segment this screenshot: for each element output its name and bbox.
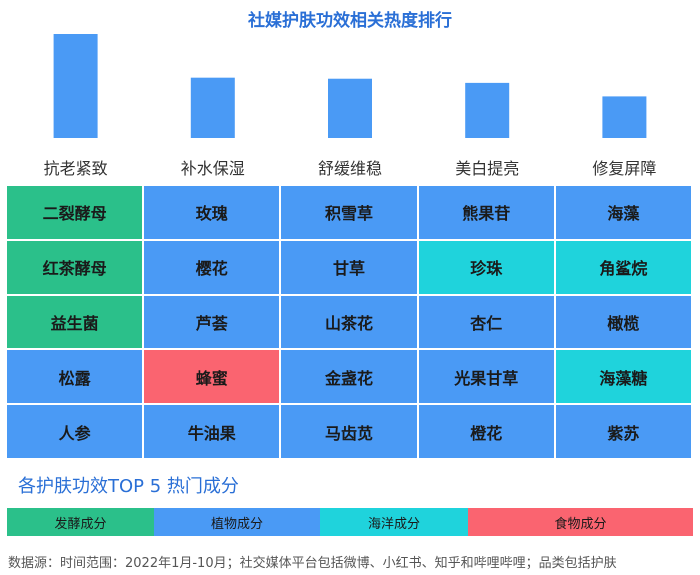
ingredient-cell: 人参 <box>7 405 145 460</box>
legend-item-plant: 植物成分 <box>154 508 320 536</box>
chart-title: 社媒护肤功效相关热度排行 <box>248 11 452 31</box>
category-labels: 抗老紧致 补水保湿 舒缓维稳 美白提亮 修复屏障 <box>7 155 693 179</box>
ingredient-cell: 牛油果 <box>144 405 282 460</box>
bar-舒缓维稳 <box>328 78 372 138</box>
ingredient-cell: 橄榄 <box>555 295 693 351</box>
category-label: 抗老紧致 <box>43 159 108 178</box>
bar-抗老紧致 <box>53 34 98 138</box>
ingredient-cell: 金盏花 <box>281 350 419 406</box>
bar-补水保湿 <box>190 77 235 138</box>
bar-美白提亮 <box>465 82 510 138</box>
ingredient-cell: 松露 <box>7 350 145 406</box>
category-label: 修复屏障 <box>592 159 657 178</box>
data-source-note: 数据源：时间范围：2022年1月-10月；社交媒体平台包括微博、小红书、知乎和哔… <box>8 556 617 571</box>
ingredient-cell: 光果甘草 <box>418 350 556 406</box>
ingredient-cell: 杏仁 <box>418 295 556 351</box>
ingredient-cell: 熊果苷 <box>418 186 556 241</box>
ingredient-cell: 蜂蜜 <box>144 350 282 406</box>
ingredient-cell: 橙花 <box>418 405 556 460</box>
legend-item-ferment: 发酵成分 <box>7 508 154 536</box>
legend-item-ocean: 海洋成分 <box>320 508 468 536</box>
ingredient-cell: 玫瑰 <box>144 186 282 241</box>
ingredient-cell: 樱花 <box>144 240 282 296</box>
ingredient-cell: 红茶酵母 <box>7 240 145 296</box>
ingredient-cell: 珍珠 <box>418 240 556 296</box>
ingredient-cell: 山茶花 <box>281 295 419 351</box>
ingredient-cell: 海藻糖 <box>555 350 693 406</box>
ingredient-cell: 积雪草 <box>281 186 419 241</box>
ingredient-cell: 紫苏 <box>555 405 693 460</box>
ingredient-cell: 芦荟 <box>144 295 282 351</box>
table-subtitle: 各护肤功效TOP 5 热门成分 <box>18 476 239 497</box>
ingredient-cell: 二裂酵母 <box>7 186 145 241</box>
legend-item-food: 食物成分 <box>468 508 693 536</box>
ingredient-cell: 角鲨烷 <box>555 240 693 296</box>
ingredient-cell: 海藻 <box>555 186 693 241</box>
category-label: 舒缓维稳 <box>318 159 383 178</box>
category-label: 补水保湿 <box>180 159 245 178</box>
legend: 发酵成分 植物成分 海洋成分 食物成分 <box>7 508 693 536</box>
category-label: 美白提亮 <box>455 159 520 178</box>
ingredient-cell: 甘草 <box>281 240 419 296</box>
bar-chart <box>53 34 647 138</box>
ingredient-cell: 益生菌 <box>7 295 145 351</box>
ingredient-table: 二裂酵母 玫瑰 积雪草 熊果苷 海藻红茶酵母 樱花 甘草 珍珠 角鲨烷益生菌 芦荟 山茶花 杏仁 橄榄松… <box>7 186 693 460</box>
bar-修复屏障 <box>602 96 647 138</box>
ingredient-cell: 马齿苋 <box>281 405 419 460</box>
